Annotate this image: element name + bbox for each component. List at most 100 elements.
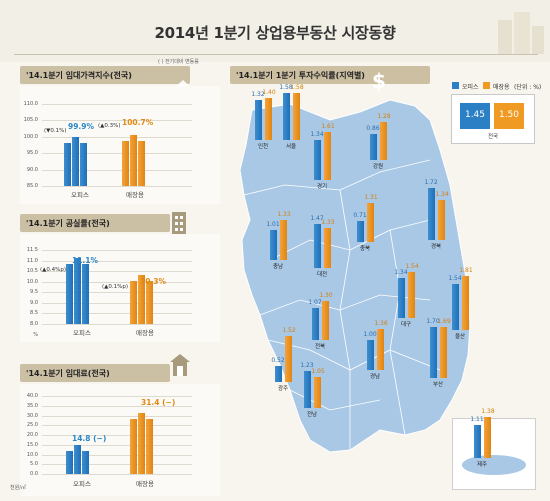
rent-retail-label: 매장용 [136,480,154,488]
change-note: ( ) 전기대비 변동률 [158,59,199,65]
legend-retail-swatch [483,82,490,89]
legend-retail-label: 매장용 [493,84,510,91]
rent-index-y-tick: 95.0 [26,150,38,157]
region-label: 부산 [432,382,444,388]
rent-gridline [42,415,192,417]
rent-y-tick: 15.0 [26,441,38,448]
rent-retail-value: 31.4 (−) [141,398,176,407]
region-label: 대구 [400,322,412,328]
page-title: 2014년 1분기 상업용부동산 시장동향 [154,24,396,42]
vacancy-bar-office [74,258,81,324]
rent-index-y-tick: 105.0 [23,117,38,124]
vacancy-gridline [42,324,192,325]
region-office-value: 1.34 [310,130,324,138]
rent-index-gridline [42,153,192,155]
vacancy-gridline [42,260,192,262]
rent-header: '14.1분기 임대료(전국) [20,364,170,382]
rent-gridline [42,396,192,397]
vacancy-y-tick: 9.0 [30,299,38,306]
rent-y-tick: 40.0 [26,393,38,399]
region-office-value: 1.00 [363,331,377,338]
region-label: 경기 [316,184,328,190]
vacancy-bar-office [66,264,73,324]
rent-y-tick: 30.0 [26,412,38,419]
region-bar-retail [285,336,292,382]
region-office-value: 1.23 [300,362,314,370]
legend-office-swatch [452,82,459,89]
region-label: 강원 [372,164,384,170]
rent-y-tick: 35.0 [26,402,38,409]
rent-bar-retail [146,418,153,474]
region-retail-value: 1.81 [459,266,473,274]
region-bar-office [452,283,459,330]
rent-gridline [42,474,192,475]
region-bar-office [367,340,374,370]
rent-index-bar-office [64,143,71,186]
rent-index-header: '14.1분기 임대가격지수(전국) [20,66,190,84]
region-label: 경남 [369,374,381,380]
rent-index-office-label: 오피스 [71,191,89,199]
region-bar-office [314,223,321,268]
rent-index-title: '14.1분기 임대가격지수(전국) [26,71,132,80]
region-bar-office [283,92,290,140]
vacancy-unit: % [33,332,38,338]
region-retail-value: 1.28 [377,112,391,120]
dollar-icon: $ [372,69,386,92]
jeju-box [452,418,536,490]
vacancy-gridline [42,250,192,251]
region-retail-value: 1.58 [290,83,304,91]
rent-index-bar-office [80,143,87,186]
returns-header: '14.1분기 1분기 투자수익률(지역별) [230,66,430,84]
region-office-value: 1.70 [426,318,440,325]
region-bar-retail [324,228,331,268]
vacancy-y-tick: 11.5 [26,247,38,253]
rent-index-retail-change: (▲0.3%) [98,123,121,129]
rent-panel [20,384,220,496]
vacancy-gridline [42,271,192,273]
region-label: 충북 [359,246,371,252]
region-bar-retail [462,275,469,330]
rent-gridline [42,405,192,407]
rent-index-panel [20,86,220,204]
region-bar-retail [324,131,331,180]
region-bar-office [430,327,437,378]
shop-icon [170,354,190,376]
region-bar-retail [367,202,374,242]
region-retail-value: 1.69 [437,318,451,326]
region-bar-retail [408,271,415,318]
national-office-value: 1.45 [464,110,486,120]
rent-bar-retail [130,418,137,474]
rent-index-bar-office [72,137,79,186]
region-label: 경북 [430,244,442,250]
vacancy-y-tick: 8.5 [30,310,38,317]
region-label: 대전 [316,272,328,278]
rent-bar-office [74,445,81,474]
region-bar-retail [265,98,272,140]
rent-y-tick: 25.0 [26,422,38,429]
region-retail-value: 1.34 [435,190,449,198]
vacancy-gridline [42,302,192,304]
region-office-value: 1.54 [448,274,462,282]
region-bar-retail [380,121,387,160]
rent-y-tick: 5.0 [30,461,38,468]
region-bar-office [474,424,481,458]
rent-y-tick: 20.0 [26,432,38,438]
rent-index-retail-value: 100.7% [122,118,154,127]
vacancy-office-change: (▲0.4%p) [40,267,66,273]
rent-index-y-tick: 110.0 [23,101,38,107]
rent-index-gridline [42,104,192,105]
region-label: 전북 [314,344,326,350]
region-retail-value: 1.33 [321,219,335,227]
office-building-icon [172,212,186,238]
rent-index-gridline [42,120,192,122]
region-retail-value: 1.05 [311,367,325,375]
region-label: 전남 [306,412,318,418]
legend-unit: (단위 : %) [514,84,542,91]
title-divider [14,54,538,55]
vacancy-y-tick: 10.5 [26,268,38,275]
rent-index-y-tick: 100.0 [23,133,38,140]
title-bar [0,0,550,62]
region-bar-office [312,307,319,340]
region-label: 충남 [272,264,284,270]
region-bar-retail [322,301,329,340]
